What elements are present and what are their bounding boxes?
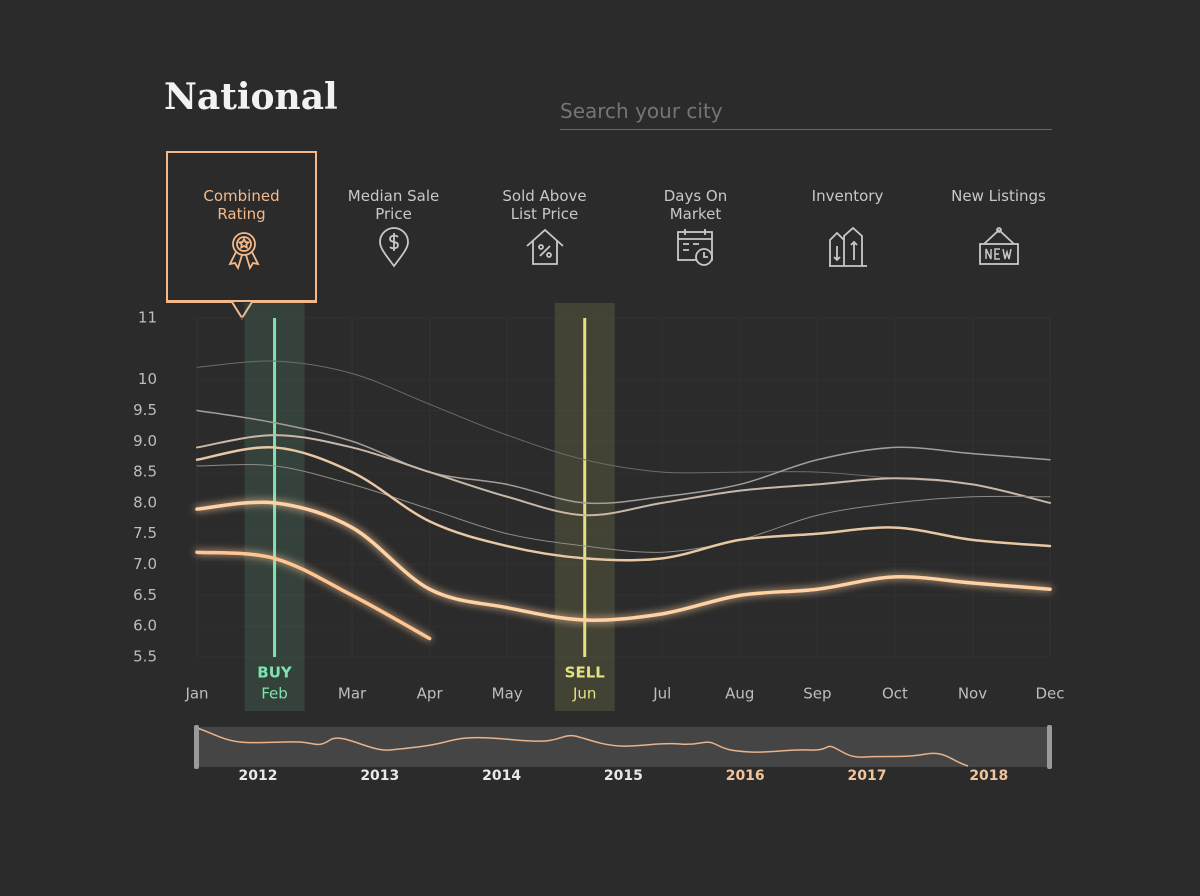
y-tick-label: 7.5 <box>133 524 157 542</box>
series-line <box>196 464 1051 553</box>
tab-icon <box>526 228 564 265</box>
tab-label: Inventory <box>811 187 884 205</box>
timeline-year-label: 2015 <box>604 768 643 784</box>
y-tick-label: 7.0 <box>133 555 157 573</box>
x-tick-label: Jan <box>184 685 208 703</box>
tab-label: Median Sale Price <box>347 187 440 223</box>
series-line <box>195 446 1052 562</box>
y-tick-label: 8.0 <box>133 493 157 511</box>
tab-label: Combined Rating <box>203 187 280 223</box>
tab-icon <box>677 229 713 266</box>
y-tick-label: 6.0 <box>133 617 157 635</box>
x-tick-label: Oct <box>882 685 908 703</box>
tab[interactable]: Inventory <box>772 151 923 302</box>
tab[interactable]: Median Sale Price <box>318 151 469 302</box>
series-line <box>196 434 1051 517</box>
x-tick-label: Sep <box>803 685 831 703</box>
tab[interactable]: Combined Rating <box>166 151 317 302</box>
y-tick-label: 9.0 <box>133 432 157 450</box>
brush-window <box>197 727 1050 767</box>
tab-label: New Listings <box>951 187 1046 205</box>
timeline-year-label: 2017 <box>848 768 887 784</box>
tab-label: Days On Market <box>663 187 728 223</box>
series-line <box>196 409 1051 505</box>
x-tick-label: Feb <box>261 685 288 703</box>
y-tick-label: 9.5 <box>133 401 157 419</box>
tab-icon <box>829 226 867 267</box>
x-tick-label: Mar <box>338 685 367 703</box>
series-line <box>196 360 1051 504</box>
y-tick-label: 10 <box>138 370 157 388</box>
x-tick-label: Jun <box>572 685 596 703</box>
x-tick-label: Apr <box>417 685 444 703</box>
timeline-year-label: 2016 <box>726 768 765 784</box>
timeline-year-label: 2014 <box>482 768 521 784</box>
timeline-year-label: 2013 <box>360 768 399 784</box>
annotation-label: BUY <box>257 664 293 682</box>
tab-label: Sold Above List Price <box>502 187 587 223</box>
tab-icon <box>979 227 1019 265</box>
timeline-brush[interactable]: 2012 2013 2014 2015 2016 2017 2018 <box>194 725 1052 784</box>
tab-icon <box>228 232 260 270</box>
brush-handle[interactable] <box>1047 725 1052 769</box>
search-input[interactable] <box>560 92 1052 130</box>
x-tick-label: May <box>492 685 523 703</box>
x-tick-label: Aug <box>725 685 754 703</box>
page-title: National <box>164 76 338 118</box>
annotation-label: SELL <box>565 664 606 682</box>
series-line <box>195 500 1052 622</box>
x-tick-label: Nov <box>958 685 987 703</box>
x-tick-label: Dec <box>1035 685 1064 703</box>
tab[interactable]: Days On Market <box>620 151 771 302</box>
timeline-year-label: 2012 <box>239 768 278 784</box>
brush-handle[interactable] <box>194 725 199 769</box>
timeline-sparkline <box>196 727 969 767</box>
timeline-year-label: 2018 <box>969 768 1008 784</box>
y-tick-label: 5.5 <box>133 648 157 666</box>
tab[interactable]: New Listings <box>923 151 1074 302</box>
y-tick-label: 8.5 <box>133 463 157 481</box>
y-tick-label: 11 <box>138 309 157 327</box>
x-tick-label: Jul <box>652 685 671 703</box>
y-tick-label: 6.5 <box>133 586 157 604</box>
series-line <box>195 550 432 641</box>
tab[interactable]: Sold Above List Price <box>469 151 620 302</box>
tab-icon <box>379 227 409 268</box>
